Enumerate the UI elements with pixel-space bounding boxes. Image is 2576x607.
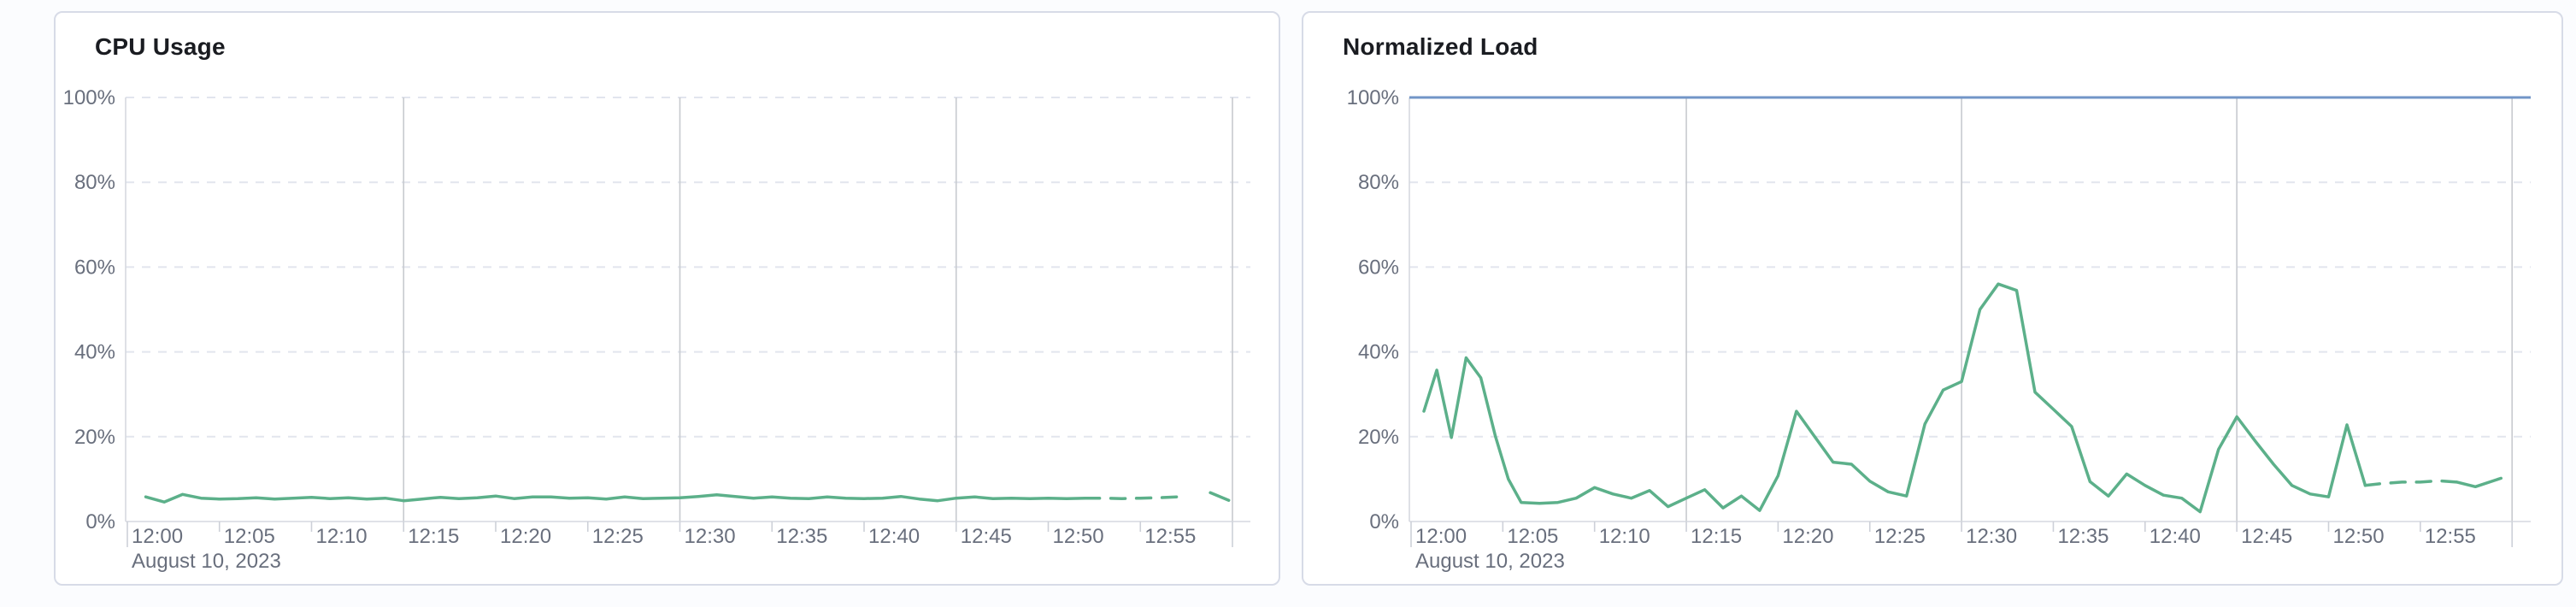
x-axis-label: 12:50: [2333, 525, 2385, 548]
date-label: August 10, 2023: [1415, 550, 1565, 573]
x-axis-label: 12:15: [1691, 525, 1742, 548]
x-axis-label: 12:20: [1782, 525, 1833, 548]
chart-title-cpu-usage: CPU Usage: [95, 33, 226, 60]
normalized-load-panel: Normalized Load 100% 80% 60% 40% 20% 0% 12:00 1…: [1302, 11, 2563, 586]
x-axis-label: 12:25: [592, 525, 644, 548]
y-axis-label: 100%: [1347, 86, 1399, 109]
x-axis-label: 12:20: [500, 525, 551, 548]
chart-title-normalized-load: Normalized Load: [1343, 33, 1538, 60]
y-axis-label: 60%: [74, 256, 115, 279]
date-label: August 10, 2023: [132, 550, 281, 573]
x-axis-label: 12:10: [1599, 525, 1650, 548]
y-axis-label: 0%: [1369, 510, 1399, 533]
x-axis-label: 12:45: [961, 525, 1012, 548]
cpu-usage-panel: CPU Usage 100% 80% 60% 40% 20% 0% 12:00 12:05 12…: [54, 11, 1280, 586]
normalized-load-line-solid: [2455, 476, 2503, 489]
x-axis-label: 12:40: [2150, 525, 2201, 548]
x-axis-label: 12:30: [1966, 525, 2017, 548]
cpu-usage-chart[interactable]: 100% 80% 60% 40% 20% 0% 12:00 12:05 12:10 12:15 12…: [56, 13, 1279, 584]
x-axis-label: 12:00: [1415, 525, 1467, 548]
x-axis-label: 12:30: [685, 525, 736, 548]
x-axis-label: 12:15: [408, 525, 459, 548]
x-axis-label: 12:55: [1144, 525, 1196, 548]
normalized-load-line-solid: [1422, 282, 2367, 514]
y-axis-label: 0%: [85, 510, 115, 533]
y-axis-label: 80%: [1358, 171, 1399, 194]
y-axis-label: 40%: [74, 341, 115, 364]
x-axis-label: 12:35: [2057, 525, 2108, 548]
y-axis-label: 20%: [74, 426, 115, 449]
x-axis-label: 12:00: [132, 525, 183, 548]
y-axis-label: 100%: [63, 86, 115, 109]
x-axis-label: 12:45: [2241, 525, 2292, 548]
x-axis-label: 12:05: [1507, 525, 1558, 548]
x-axis-label: 12:05: [224, 525, 275, 548]
y-axis-label: 80%: [74, 171, 115, 194]
x-axis-label: 12:10: [316, 525, 368, 548]
x-axis-label: 12:35: [776, 525, 827, 548]
x-axis-label: 12:40: [868, 525, 920, 548]
x-axis-label: 12:55: [2425, 525, 2476, 548]
cpu-usage-line-solid: [144, 492, 1087, 504]
x-axis-label: 12:25: [1874, 525, 1926, 548]
y-axis-label: 20%: [1358, 426, 1399, 449]
y-axis-label: 40%: [1358, 341, 1399, 364]
cpu-usage-line-solid: [1209, 491, 1231, 502]
normalized-load-line-dashed: [2363, 479, 2459, 487]
y-axis-label: 60%: [1358, 256, 1399, 279]
x-axis-label: 12:50: [1053, 525, 1104, 548]
normalized-load-chart[interactable]: 100% 80% 60% 40% 20% 0% 12:00 12:05 12:10 12:15 12…: [1303, 13, 2561, 584]
cpu-usage-line-dashed: [1083, 495, 1179, 500]
